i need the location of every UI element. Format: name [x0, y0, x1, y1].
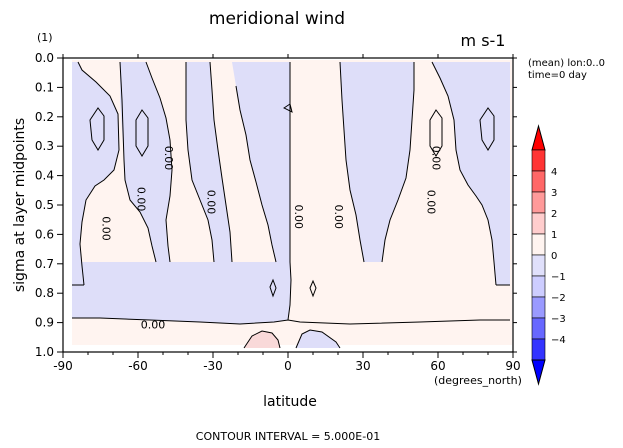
- colorbar-top-arrow: [531, 124, 546, 151]
- colorbar-swatch: [531, 170, 546, 193]
- colorbar-swatch: [531, 254, 546, 277]
- colorbar-label: 4: [551, 167, 557, 178]
- x-tick-label: 0: [284, 359, 292, 373]
- panel-label: (1): [37, 31, 53, 44]
- contour-interval-note: CONTOUR INTERVAL = 5.000E-01: [196, 430, 380, 443]
- x-axis: -90 -60 -30 0 30 60 90: [53, 54, 521, 373]
- colorbar-swatch: [531, 233, 546, 256]
- contour-line: [243, 330, 281, 349]
- colorbar-swatch: [531, 275, 546, 298]
- contour-line: [339, 61, 365, 263]
- negative-region: [72, 262, 291, 324]
- contour-line: [269, 278, 277, 298]
- colorbar-swatch: [531, 338, 546, 361]
- contour-label: 0.00: [332, 205, 345, 230]
- contour-label: 0.00: [430, 146, 443, 171]
- contour-line: [309, 279, 317, 298]
- colorbar-label: −2: [551, 293, 566, 304]
- y-tick-label: 0.0: [35, 51, 54, 65]
- negative-region: [296, 330, 340, 348]
- y-tick-label: 0.3: [35, 139, 54, 153]
- x-tick-label: -60: [128, 359, 148, 373]
- y-tick-label: 0.8: [35, 286, 54, 300]
- colorbar-label: −3: [551, 314, 566, 325]
- y-tick-label: 0.1: [35, 80, 54, 94]
- x-axis-unit-note: (degrees_north): [434, 374, 522, 387]
- contour-field: 0.00 0.00 0.00 0.00 0.00 0.00 0.00 0.00 0.00: [72, 60, 512, 349]
- contour-line: [135, 109, 149, 157]
- y-axis-label: sigma at layer midpoints: [12, 118, 28, 292]
- figure-title: meridional wind: [209, 9, 345, 29]
- negative-region: [232, 62, 290, 262]
- contour-line: [235, 85, 277, 263]
- contour-line: [119, 61, 157, 263]
- y-tick-label: 0.9: [35, 316, 54, 330]
- negative-region: [432, 62, 510, 285]
- y-tick-label: 0.4: [35, 169, 54, 183]
- x-tick-label: 90: [505, 359, 520, 373]
- contour-line: [431, 61, 497, 286]
- negative-region: [186, 62, 232, 262]
- contour-line: [295, 329, 341, 349]
- contour-line: [381, 62, 415, 263]
- colorbar-swatch: [531, 317, 546, 340]
- contour-line: [429, 109, 443, 157]
- y-tick-label: 0.6: [35, 227, 54, 241]
- contour-line: [89, 107, 105, 151]
- contour-line: [77, 61, 120, 286]
- x-tick-label: 60: [430, 359, 445, 373]
- positive-region: [244, 331, 280, 348]
- info-line-2: time=0 day: [528, 70, 587, 81]
- contour-line: [479, 107, 495, 151]
- info-line-1: (mean) lon:0..0: [528, 58, 605, 69]
- negative-region: [340, 62, 414, 262]
- contour-line: [209, 61, 233, 263]
- x-tick-label: -30: [203, 359, 223, 373]
- colorbar-label: 2: [551, 209, 557, 220]
- y-axis: 0.0 0.1 0.2 0.3 0.4 0.5 0.6 0.7 0.8 0.9 1.0: [35, 51, 517, 359]
- y-tick-label: 1.0: [35, 345, 54, 359]
- contour-label: 0.00: [292, 205, 305, 230]
- colorbar: 4 3 2 1 0 −1 −2 −3 −4: [531, 124, 566, 386]
- colorbar-bottom-arrow: [531, 359, 546, 386]
- contour-line: [145, 61, 173, 263]
- units-label: m s-1: [461, 31, 506, 50]
- y-tick-label: 0.2: [35, 110, 54, 124]
- colorbar-label: −4: [551, 335, 566, 346]
- y-tick-label: 0.5: [35, 198, 54, 212]
- contour-line: [287, 62, 292, 321]
- colorbar-label: 3: [551, 188, 557, 199]
- colorbar-swatch: [531, 296, 546, 319]
- negative-region: [72, 62, 119, 285]
- negative-region: [120, 62, 172, 262]
- contour-label: 0.00: [135, 187, 148, 212]
- contour-label: 0.00: [141, 319, 166, 332]
- colorbar-swatch: [531, 212, 546, 235]
- x-tick-label: -90: [53, 359, 73, 373]
- contour-line: [72, 317, 510, 325]
- contour-label: 0.00: [205, 190, 218, 215]
- colorbar-label: 0: [551, 251, 557, 262]
- contour-line: [185, 62, 215, 263]
- colorbar-label: −1: [551, 272, 566, 283]
- x-tick-label: 30: [355, 359, 370, 373]
- contour-label: 0.00: [425, 190, 438, 215]
- contour-line: [283, 103, 293, 113]
- colorbar-swatch: [531, 149, 546, 172]
- x-axis-label: latitude: [263, 394, 317, 410]
- colorbar-label: 1: [551, 230, 557, 241]
- y-tick-label: 0.7: [35, 257, 54, 271]
- contour-label: 0.00: [162, 146, 175, 171]
- contour-label: 0.00: [100, 216, 113, 241]
- colorbar-swatch: [531, 191, 546, 214]
